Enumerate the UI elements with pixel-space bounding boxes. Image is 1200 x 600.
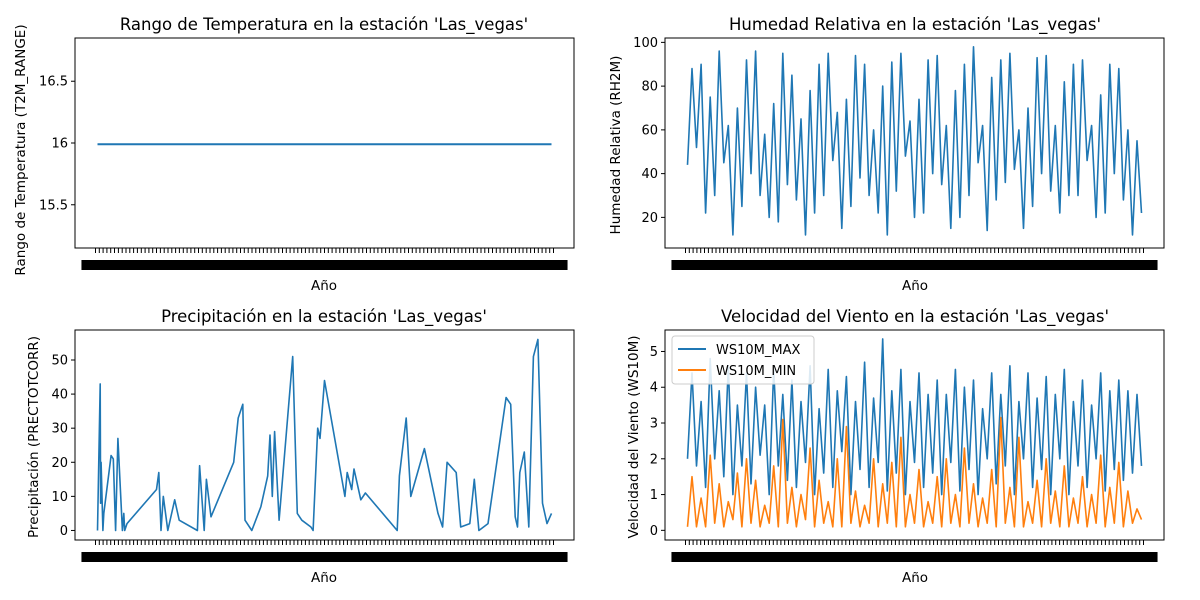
panel-wind-speed: Velocidad del Viento en la estación 'Las… (626, 307, 1165, 586)
chart-title: Precipitación en la estación 'Las_vegas' (161, 307, 487, 327)
legend-label-ws10m-min: WS10M_MIN (716, 364, 796, 379)
y-tick-label: 40 (51, 388, 68, 403)
x-tick-labels-overlap (81, 552, 568, 562)
plot-frame (74, 329, 575, 541)
y-tick-label: 10 (51, 490, 68, 505)
x-axis-label: Año (902, 278, 928, 294)
y-tick-label: 20 (641, 211, 658, 226)
x-axis-ticks (81, 540, 568, 562)
y-tick-label: 3 (650, 417, 658, 432)
x-axis-ticks (81, 248, 568, 270)
y-tick-label: 5 (650, 345, 658, 360)
y-axis-label: Precipitación (PRECTOTCORR) (26, 336, 42, 538)
x-axis-ticks (671, 540, 1158, 562)
y-axis-label: Velocidad del Viento (WS10M) (626, 336, 642, 539)
plot-frame (664, 37, 1165, 249)
series-line-1 (686, 45, 1143, 236)
y-tick-label: 0 (650, 524, 658, 539)
x-tick-labels-overlap (81, 260, 568, 270)
x-tick-marks (685, 248, 1144, 253)
series-lines (686, 338, 1143, 528)
x-tick-marks (95, 248, 554, 253)
x-tick-labels-overlap (671, 260, 1158, 270)
y-axis-ticks: 0 1 2 3 4 5 (650, 345, 665, 539)
x-axis-ticks (671, 248, 1158, 270)
chart-title: Rango de Temperatura en la estación 'Las… (120, 15, 528, 35)
y-tick-label: 15.5 (39, 198, 68, 213)
panel-relative-humidity: Humedad Relativa en la estación 'Las_veg… (608, 15, 1165, 294)
series-lines (686, 45, 1143, 236)
y-axis-ticks: 0 10 20 30 40 50 (51, 354, 75, 539)
y-tick-label: 16.5 (39, 75, 68, 90)
plot-frame (664, 329, 1165, 541)
series-lines (96, 338, 553, 532)
y-tick-label: 4 (650, 381, 658, 396)
legend-label-ws10m-max: WS10M_MAX (716, 343, 800, 358)
x-axis-label: Año (311, 278, 337, 294)
plot-frame (74, 37, 575, 249)
y-tick-label: 2 (650, 452, 658, 467)
x-tick-labels-overlap (671, 552, 1158, 562)
x-tick-marks (685, 540, 1144, 545)
y-tick-label: 80 (641, 80, 658, 95)
series-line-ws10m-min (686, 416, 1143, 528)
y-tick-label: 40 (641, 167, 658, 182)
y-axis-ticks: 15.5 16 16.5 (39, 75, 75, 213)
chart-title: Humedad Relativa en la estación 'Las_veg… (729, 15, 1101, 35)
x-axis-label: Año (311, 570, 337, 586)
series-line-ws10m-max (686, 338, 1143, 496)
y-tick-label: 30 (51, 422, 68, 437)
legend-box (671, 335, 815, 385)
x-axis-label: Año (902, 570, 928, 586)
y-tick-label: 100 (633, 36, 658, 51)
x-tick-marks (95, 540, 554, 545)
y-axis-ticks: 20 40 60 80 100 (633, 36, 665, 226)
y-axis-label: Humedad Relativa (RH2M) (608, 56, 624, 235)
legend: WS10M_MAX WS10M_MIN (671, 335, 815, 385)
y-tick-label: 0 (60, 524, 68, 539)
chart-title: Velocidad del Viento en la estación 'Las… (721, 307, 1109, 327)
y-tick-label: 1 (650, 488, 658, 503)
y-axis-label: Rango de Temperatura (T2M_RANGE) (13, 24, 29, 275)
y-tick-label: 60 (641, 123, 658, 138)
y-tick-label: 16 (51, 137, 68, 152)
series-line-1 (96, 338, 553, 532)
y-tick-label: 50 (51, 354, 68, 369)
y-tick-label: 20 (51, 456, 68, 471)
panel-temperature-range: Rango de Temperatura en la estación 'Las… (13, 15, 575, 294)
panel-precipitation: Precipitación en la estación 'Las_vegas'… (26, 307, 575, 586)
